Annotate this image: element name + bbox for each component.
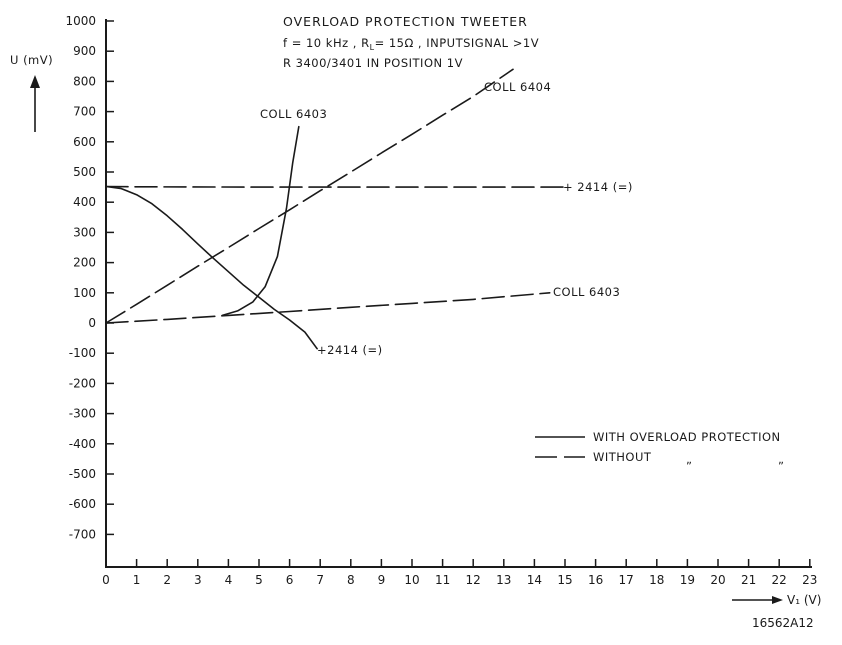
x-tick-label: 21	[741, 573, 756, 587]
x-tick-label: 20	[710, 573, 725, 587]
x-tick-label: 3	[194, 573, 202, 587]
y-tick-label: 0	[88, 316, 96, 330]
series-line-4-solid	[105, 185, 318, 350]
x-axis-arrow-head	[772, 596, 783, 604]
y-tick-label: 800	[73, 74, 96, 88]
y-tick-label: 300	[73, 225, 96, 239]
label-coll-6404: COLL 6404	[484, 80, 551, 94]
y-tick-label: 500	[73, 165, 96, 179]
x-tick-label: 5	[255, 573, 263, 587]
y-tick-label: -400	[69, 437, 96, 451]
chart-subtitle-line-1: f = 10 kHz , RL= 15Ω , INPUTSIGNAL >1V	[283, 36, 539, 52]
x-tick-group: 0 1 2 3 4 5 6 7 8 9 10 11 12 13 14 15 16 17 18 19 20 21 22 23	[102, 559, 817, 587]
series-line-1-dashed	[105, 185, 566, 188]
x-tick-label: 1	[133, 573, 141, 587]
x-tick-label: 10	[404, 573, 419, 587]
x-tick-label: 14	[527, 573, 542, 587]
y-tick-group: 10009008007006005004003002001000-100-200…	[65, 14, 114, 541]
x-tick-label: 0	[102, 573, 110, 587]
y-tick-label: 400	[73, 195, 96, 209]
chart-title: OVERLOAD PROTECTION TWEETER	[283, 14, 528, 29]
legend-ditto-1: „	[686, 452, 692, 466]
y-tick-label: -200	[69, 376, 96, 390]
y-axis-arrow-head	[30, 75, 40, 88]
legend: WITH OVERLOAD PROTECTION WITHOUT „ „	[535, 430, 784, 466]
y-tick-label: 100	[73, 286, 96, 300]
x-tick-label: 11	[435, 573, 450, 587]
series-line-2-dashed	[105, 291, 551, 324]
y-tick-label: -100	[69, 346, 96, 360]
legend-dashed-label: WITHOUT	[593, 450, 652, 464]
y-tick-label: -500	[69, 467, 96, 481]
x-tick-label: 15	[557, 573, 572, 587]
x-tick-label: 6	[286, 573, 294, 587]
x-tick-label: 22	[772, 573, 787, 587]
x-tick-label: 16	[588, 573, 603, 587]
y-tick-label: -300	[69, 407, 96, 421]
series-group	[105, 68, 566, 350]
y-axis-label: U (mV)	[10, 53, 53, 67]
x-tick-label: 13	[496, 573, 511, 587]
x-tick-label: 19	[680, 573, 695, 587]
x-tick-label: 7	[316, 573, 324, 587]
x-tick-label: 12	[466, 573, 481, 587]
y-tick-label: -600	[69, 497, 96, 511]
chart-subtitle-line-2: R 3400/3401 IN POSITION 1V	[283, 56, 463, 70]
x-tick-label: 8	[347, 573, 355, 587]
y-tick-label: 700	[73, 105, 96, 119]
x-axis-label: V₁ (V)	[787, 593, 821, 607]
legend-ditto-2: „	[778, 452, 784, 466]
series-line-0-dashed	[105, 68, 514, 324]
y-tick-label: 600	[73, 135, 96, 149]
series-line-3-solid	[221, 125, 300, 317]
y-tick-label: 1000	[65, 14, 96, 28]
label-2414-solid: +2414 (=)	[317, 343, 383, 357]
label-coll-6403-solid: COLL 6403	[260, 107, 327, 121]
y-tick-label: 900	[73, 44, 96, 58]
x-tick-label: 9	[378, 573, 386, 587]
legend-solid-label: WITH OVERLOAD PROTECTION	[593, 430, 781, 444]
figure-id: 16562A12	[752, 616, 814, 630]
y-tick-label: -700	[69, 527, 96, 541]
x-tick-label: 4	[225, 573, 233, 587]
x-tick-label: 17	[619, 573, 634, 587]
x-tick-label: 2	[163, 573, 171, 587]
label-coll-6403-dashed: COLL 6403	[553, 285, 620, 299]
y-tick-label: 200	[73, 256, 96, 270]
x-tick-label: 23	[802, 573, 817, 587]
label-2414-dashed: + 2414 (=)	[563, 180, 633, 194]
x-tick-label: 18	[649, 573, 664, 587]
